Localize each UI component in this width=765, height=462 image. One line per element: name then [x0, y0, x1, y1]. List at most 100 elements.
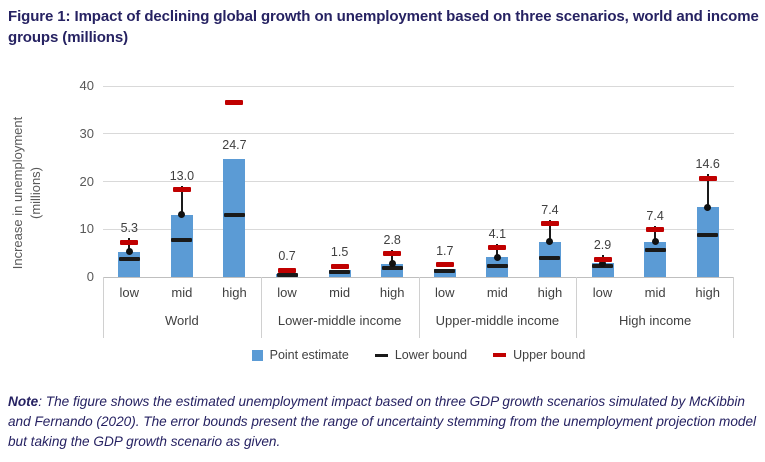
- lower-bound-dash: [171, 237, 193, 242]
- upper-bound-dash: [698, 175, 717, 181]
- error-whisker-line: [496, 243, 499, 258]
- scenario-label: low: [277, 285, 297, 300]
- note-prefix: Note: [8, 394, 39, 409]
- bar-value-label: 0.7: [278, 249, 296, 264]
- point-estimate-dot: [704, 203, 712, 211]
- point-estimate-dot: [388, 260, 396, 268]
- gridline: [103, 181, 734, 182]
- bar-value-label: 24.7: [222, 138, 247, 153]
- error-whisker-line: [128, 238, 131, 252]
- lower-bound-swatch: [374, 353, 388, 357]
- group-label: Lower-middle income: [277, 313, 402, 328]
- group-separator: [260, 277, 262, 338]
- plot-area: 5.3 13.0 24.7 0.7 1.5 2.8 1.7 4.1 7.4 2.9 7.4 14.6: [103, 85, 734, 278]
- error-whisker-line: [391, 249, 394, 264]
- bar-value-label: 1.7: [436, 243, 454, 258]
- upper-bound-dash: [383, 251, 402, 257]
- lower-bound-dash: [697, 232, 719, 237]
- lower-bound-dash: [223, 212, 245, 217]
- upper-bound-dash: [646, 227, 665, 233]
- legend: Point estimate Lower bound Upper bound: [103, 348, 734, 362]
- lower-bound-dash: [539, 256, 561, 261]
- point-estimate-dot: [178, 211, 186, 219]
- lower-bound-dash: [486, 264, 508, 269]
- y-tick-label: 40: [79, 78, 94, 93]
- lower-bound-dash: [276, 272, 298, 277]
- group-separator: [733, 277, 734, 338]
- group-separator: [103, 277, 104, 338]
- lower-bound-dash: [329, 269, 351, 274]
- y-tick-label: 20: [79, 173, 94, 189]
- lower-bound-dash: [118, 257, 140, 262]
- legend-label: Point estimate: [269, 348, 349, 362]
- upper-bound-dash: [120, 239, 139, 245]
- group-separator: [576, 277, 578, 338]
- scenario-label: mid: [171, 285, 193, 300]
- scenario-label: low: [592, 285, 613, 300]
- error-whisker-line: [654, 225, 657, 242]
- scenario-label: low: [435, 285, 455, 300]
- scenario-label: mid: [329, 285, 351, 300]
- bar-value-label: 7.4: [541, 202, 559, 217]
- upper-bound-dash: [172, 187, 191, 193]
- gridline: [103, 228, 734, 230]
- y-tick-label: 10: [79, 221, 94, 237]
- scenario-label: mid: [644, 285, 666, 300]
- point-estimate-bar: [644, 241, 667, 277]
- point-estimate-dot: [493, 253, 501, 261]
- upper-bound-dash: [488, 245, 507, 251]
- bar-value-label: 2.8: [383, 232, 401, 247]
- point-estimate-bar: [118, 251, 141, 277]
- point-estimate-bar: [170, 214, 193, 277]
- scenario-label: mid: [486, 285, 508, 300]
- y-axis-title-line2: (millions): [28, 167, 43, 219]
- bar-value-label: 5.3: [120, 221, 138, 236]
- y-tick-label: 30: [79, 125, 94, 141]
- bar-value-label: 7.4: [646, 208, 664, 223]
- lower-bound-dash: [644, 248, 666, 253]
- point-estimate-bar: [696, 207, 719, 277]
- scenario-label: high: [695, 285, 720, 300]
- upper-bound-dash: [593, 256, 612, 262]
- scenario-label: high: [222, 285, 247, 300]
- upper-bound-dash: [435, 262, 454, 268]
- legend-item: Upper bound: [493, 348, 585, 362]
- scenario-label: low: [119, 285, 140, 300]
- point-estimate-dot: [599, 259, 607, 267]
- gridline: [103, 133, 734, 135]
- upper-bound-swatch: [493, 353, 507, 357]
- error-whisker-line: [706, 174, 709, 208]
- group-separator: [418, 277, 420, 338]
- note-text: : The figure shows the estimated unemplo…: [8, 394, 757, 449]
- legend-item: Lower bound: [374, 348, 468, 362]
- group-label: World: [165, 313, 199, 328]
- category-axis: World low mid high Lower-middle income low mid…: [103, 277, 734, 339]
- point-estimate-bar: [223, 159, 246, 277]
- upper-bound-dash: [225, 99, 244, 105]
- error-whisker-line: [180, 185, 183, 215]
- point-estimate-swatch: [251, 349, 263, 361]
- error-whisker-line: [548, 219, 551, 242]
- lower-bound-dash: [381, 265, 403, 270]
- figure-note: Note: The figure shows the estimated une…: [8, 392, 758, 452]
- upper-bound-dash: [278, 267, 297, 273]
- point-estimate-dot: [651, 238, 659, 246]
- bar-value-label: 4.1: [488, 226, 507, 241]
- group-label: Upper-middle income: [435, 313, 560, 328]
- y-axis-title-line1: Increase in unemployment: [10, 116, 25, 270]
- upper-bound-dash: [540, 221, 559, 227]
- bar-value-label: 14.6: [695, 157, 720, 172]
- gridline: [103, 85, 734, 87]
- group-label: High income: [618, 313, 692, 328]
- legend-label: Lower bound: [394, 348, 468, 362]
- upper-bound-dash: [330, 263, 349, 269]
- figure-title: Figure 1: Impact of declining global gro…: [8, 8, 759, 46]
- scenario-label: high: [537, 285, 563, 300]
- y-tick-label: 0: [86, 269, 94, 284]
- bar-value-label: 2.9: [593, 238, 612, 253]
- scenario-label: high: [379, 285, 405, 300]
- y-axis-title: Increase in unemployment (millions): [6, 86, 52, 277]
- lower-bound-dash: [434, 269, 456, 274]
